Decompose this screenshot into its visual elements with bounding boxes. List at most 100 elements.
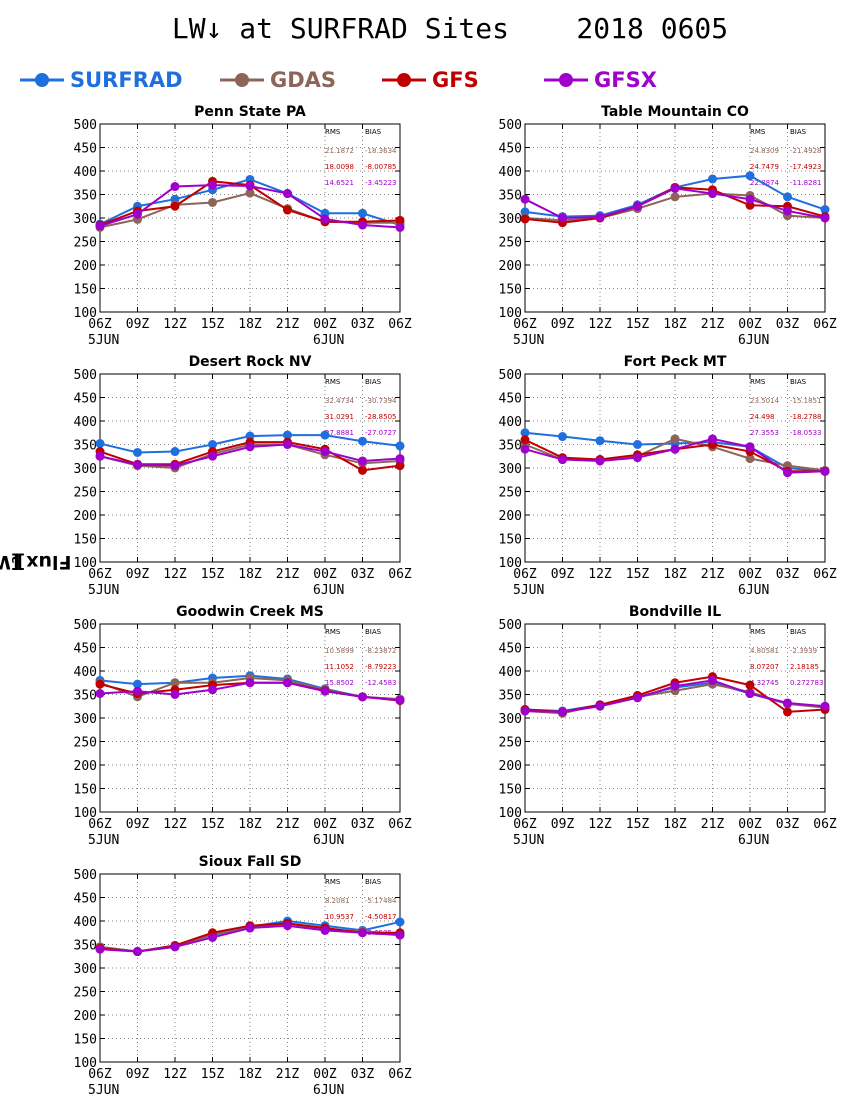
x-tick-label: 00Z <box>313 567 337 582</box>
legend-label: GFSX <box>594 68 657 92</box>
y-tick-label: 100 <box>74 306 97 321</box>
data-point <box>395 930 405 940</box>
stats-rms-value: 24.8309 <box>750 147 779 155</box>
x-tick-label: 06Z <box>513 317 537 332</box>
data-point <box>708 434 717 444</box>
data-point <box>358 436 367 446</box>
x-tick-label: 03Z <box>776 817 800 832</box>
y-tick-label: 200 <box>499 759 522 774</box>
series-surfrad <box>95 430 405 457</box>
stats-rms-value: 27.8881 <box>325 429 354 437</box>
data-point <box>283 205 292 215</box>
y-tick-label: 100 <box>74 806 97 821</box>
stats-header-rms: RMS <box>750 628 766 636</box>
stats-header-bias: BIAS <box>365 878 382 886</box>
x-tick-label: 12Z <box>163 817 187 832</box>
x-date-label: 6JUN <box>738 833 769 848</box>
legend-label: SURFRAD <box>70 68 183 92</box>
x-date-label: 6JUN <box>738 583 769 598</box>
x-tick-label: 12Z <box>588 317 612 332</box>
data-point <box>595 456 605 466</box>
y-tick-label: 150 <box>499 283 522 298</box>
series-gfsx <box>95 921 405 957</box>
y-tick-label: 400 <box>499 415 522 430</box>
chart-sioux-fall-sd: Sioux Fall SD 100 150 200 250 300 350 400 450 500… <box>74 854 412 1098</box>
data-point <box>95 679 105 689</box>
y-tick-label: 200 <box>74 759 97 774</box>
stats-bias-value: -30.7394 <box>365 397 397 405</box>
y-tick-label: 100 <box>74 556 97 571</box>
data-point <box>208 932 217 942</box>
data-point <box>358 220 367 230</box>
y-tick-label: 300 <box>74 462 97 477</box>
data-point <box>558 213 567 223</box>
x-tick-label: 06Z <box>813 567 837 582</box>
series-gfsx <box>520 675 830 717</box>
stats-rms-value: 21.1872 <box>325 147 354 155</box>
y-tick-label: 350 <box>499 439 522 454</box>
data-point <box>708 675 717 685</box>
y-tick-label: 250 <box>499 236 522 251</box>
data-point <box>708 174 717 184</box>
x-tick-label: 21Z <box>276 317 300 332</box>
x-tick-label: 00Z <box>313 317 337 332</box>
y-tick-label: 200 <box>74 1009 97 1024</box>
y-tick-label: 250 <box>499 486 522 501</box>
data-point <box>95 439 105 449</box>
y-tick-label: 500 <box>74 868 97 883</box>
x-tick-label: 18Z <box>238 817 262 832</box>
x-tick-label: 00Z <box>738 317 762 332</box>
data-point <box>558 455 567 465</box>
y-tick-label: 400 <box>499 665 522 680</box>
legend-label: GFS <box>432 68 479 92</box>
data-point <box>745 171 755 181</box>
x-tick-label: 03Z <box>351 567 375 582</box>
x-tick-label: 06Z <box>88 567 112 582</box>
data-point <box>170 678 180 688</box>
stats-bias-value: -8.00785 <box>365 163 396 171</box>
x-tick-label: 12Z <box>163 1067 187 1082</box>
stats-bias-value: -28.8505 <box>365 413 396 421</box>
data-point <box>395 441 405 451</box>
data-point <box>245 442 255 452</box>
y-tick-label: 450 <box>499 642 522 657</box>
y-tick-label: 150 <box>74 283 97 298</box>
stats-rms-value: 24.7479 <box>750 163 779 171</box>
data-point <box>745 194 755 204</box>
x-date-label: 6JUN <box>313 583 344 598</box>
data-point <box>395 222 405 232</box>
legend-label: GDAS <box>270 68 337 92</box>
x-tick-label: 21Z <box>701 567 725 582</box>
y-tick-label: 350 <box>74 939 97 954</box>
x-tick-label: 09Z <box>126 817 150 832</box>
y-tick-label: 300 <box>499 462 522 477</box>
stats-bias-value: -18.2788 <box>790 413 821 421</box>
data-point <box>820 205 830 215</box>
data-point <box>670 444 680 454</box>
x-date-label: 5JUN <box>513 333 544 348</box>
chart-bondville-il: Bondville IL 100 150 200 250 300 350 400 450 500 0… <box>499 604 837 848</box>
y-tick-label: 200 <box>499 509 522 524</box>
stats-rms-value: 8.2081 <box>325 897 350 905</box>
x-date-label: 6JUN <box>313 333 344 348</box>
chart-desert-rock-nv: Desert Rock NV 100 150 200 250 300 350 400 450 50… <box>74 354 412 598</box>
legend-marker <box>20 73 64 87</box>
x-tick-label: 12Z <box>163 567 187 582</box>
data-point <box>170 201 180 211</box>
x-tick-label: 09Z <box>126 1067 150 1082</box>
chart-title: Fort Peck MT <box>624 354 727 370</box>
stats-rms-value: 8.07207 <box>750 663 779 671</box>
data-point <box>820 466 830 476</box>
series-gfsx <box>95 440 405 471</box>
y-tick-label: 250 <box>74 236 97 251</box>
stats-bias-value: -21.4928 <box>790 147 821 155</box>
y-tick-label: 400 <box>74 415 97 430</box>
x-tick-label: 06Z <box>388 567 412 582</box>
y-tick-label: 450 <box>74 892 97 907</box>
x-tick-label: 15Z <box>201 1067 225 1082</box>
x-date-label: 5JUN <box>88 583 119 598</box>
x-tick-label: 15Z <box>626 817 650 832</box>
stats-bias-value: -5.17484 <box>365 897 397 905</box>
y-tick-label: 200 <box>74 259 97 274</box>
stats-bias-value: -8.23872 <box>365 647 396 655</box>
